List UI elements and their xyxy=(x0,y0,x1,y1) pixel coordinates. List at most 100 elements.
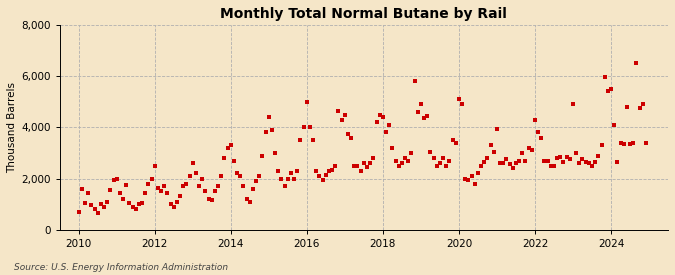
Point xyxy=(165,202,176,206)
Point xyxy=(394,164,404,168)
Point xyxy=(495,161,506,165)
Point xyxy=(400,156,410,160)
Point xyxy=(115,191,126,195)
Point xyxy=(542,158,553,163)
Point xyxy=(216,174,227,178)
Point xyxy=(472,171,483,176)
Point xyxy=(254,174,265,178)
Point xyxy=(207,198,217,202)
Point xyxy=(130,207,141,211)
Point xyxy=(510,161,521,165)
Point xyxy=(412,110,423,114)
Point xyxy=(634,106,645,110)
Point xyxy=(282,176,293,181)
Point xyxy=(418,116,429,120)
Point xyxy=(304,125,315,130)
Point xyxy=(577,157,588,161)
Point xyxy=(564,157,575,161)
Point xyxy=(124,201,135,205)
Point xyxy=(92,211,103,215)
Point xyxy=(250,179,261,183)
Point xyxy=(89,207,100,211)
Point xyxy=(362,165,373,169)
Point xyxy=(74,210,84,214)
Point xyxy=(447,138,458,142)
Point xyxy=(156,189,167,194)
Point xyxy=(321,172,331,177)
Point xyxy=(86,203,97,208)
Point xyxy=(536,135,547,140)
Text: Source: U.S. Energy Information Administration: Source: U.S. Energy Information Administ… xyxy=(14,263,227,272)
Point xyxy=(624,142,635,146)
Point xyxy=(162,191,173,195)
Point xyxy=(127,205,138,209)
Point xyxy=(622,105,632,109)
Point xyxy=(238,184,249,188)
Point xyxy=(295,138,306,142)
Point xyxy=(263,115,274,119)
Point xyxy=(364,161,375,165)
Point xyxy=(146,176,157,181)
Point xyxy=(99,205,109,209)
Point xyxy=(200,189,211,194)
Point xyxy=(159,184,169,188)
Point xyxy=(194,184,205,188)
Point xyxy=(612,160,623,164)
Point xyxy=(134,202,144,206)
Point xyxy=(168,205,179,209)
Point xyxy=(209,189,220,194)
Point xyxy=(590,160,601,164)
Point xyxy=(574,161,585,165)
Point xyxy=(244,199,255,204)
Point xyxy=(425,150,436,154)
Point xyxy=(605,87,616,91)
Point xyxy=(479,160,489,164)
Point xyxy=(498,161,509,165)
Point xyxy=(599,75,610,79)
Point xyxy=(466,174,477,178)
Point xyxy=(485,143,496,147)
Point xyxy=(336,117,347,122)
Point xyxy=(149,164,160,168)
Point xyxy=(197,176,208,181)
Point xyxy=(396,161,407,165)
Point xyxy=(276,176,287,181)
Point xyxy=(520,158,531,163)
Point xyxy=(279,184,290,188)
Point xyxy=(489,150,500,154)
Point xyxy=(102,199,113,204)
Point xyxy=(583,161,594,165)
Point xyxy=(568,102,578,106)
Point xyxy=(317,178,328,182)
Point xyxy=(171,199,182,204)
Point xyxy=(549,164,560,168)
Point xyxy=(571,151,582,155)
Point xyxy=(523,146,534,150)
Title: Monthly Total Normal Butane by Rail: Monthly Total Normal Butane by Rail xyxy=(221,7,508,21)
Point xyxy=(229,158,240,163)
Point xyxy=(80,201,90,205)
Point xyxy=(358,161,369,165)
Point xyxy=(437,156,448,160)
Point xyxy=(501,157,512,161)
Point xyxy=(95,202,106,206)
Point xyxy=(403,158,414,163)
Point xyxy=(225,143,236,147)
Point xyxy=(298,125,309,130)
Point xyxy=(267,128,277,132)
Point xyxy=(460,176,470,181)
Point xyxy=(333,108,344,113)
Point xyxy=(330,164,341,168)
Point xyxy=(327,167,338,172)
Point xyxy=(618,142,629,146)
Point xyxy=(561,155,572,159)
Point xyxy=(105,188,115,192)
Point xyxy=(615,141,626,145)
Point xyxy=(140,191,151,195)
Point xyxy=(377,115,388,119)
Point xyxy=(441,164,452,168)
Point xyxy=(261,130,271,135)
Point xyxy=(375,112,385,117)
Point xyxy=(311,169,322,173)
Point xyxy=(580,160,591,164)
